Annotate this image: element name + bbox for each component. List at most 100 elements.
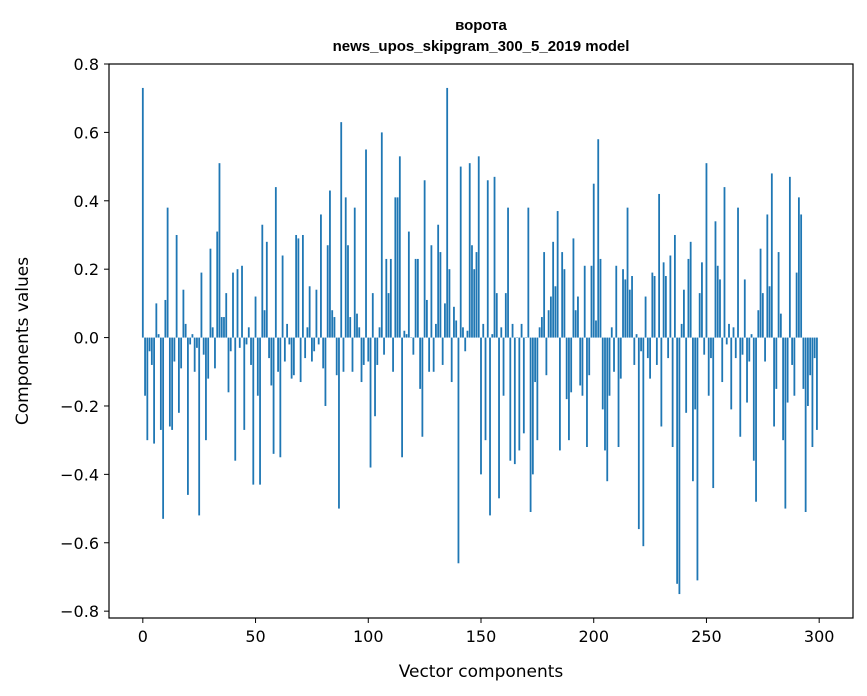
bar bbox=[655, 337, 658, 365]
bar bbox=[604, 337, 606, 451]
x-tick-label: 50 bbox=[245, 627, 265, 646]
bar bbox=[292, 337, 295, 376]
bar bbox=[719, 279, 721, 338]
bar bbox=[265, 241, 268, 338]
bar bbox=[320, 214, 322, 338]
bar bbox=[746, 337, 748, 403]
bar bbox=[177, 337, 180, 413]
bar bbox=[520, 323, 523, 338]
bar bbox=[664, 276, 667, 338]
bar bbox=[712, 337, 715, 489]
bar bbox=[703, 337, 706, 355]
bar bbox=[795, 272, 798, 338]
chart-title: ворота news_upos_skipgram_300_5_2019 mod… bbox=[333, 17, 630, 55]
bar bbox=[811, 337, 814, 448]
bar bbox=[683, 289, 685, 338]
bar bbox=[588, 337, 591, 376]
bar bbox=[211, 327, 214, 338]
bar bbox=[259, 337, 261, 485]
x-tick-label: 100 bbox=[353, 627, 384, 646]
bar bbox=[374, 337, 376, 417]
bar bbox=[495, 293, 498, 338]
y-tick-label: 0.6 bbox=[74, 123, 99, 142]
bar bbox=[701, 262, 703, 338]
bar bbox=[306, 327, 309, 338]
bar bbox=[365, 149, 367, 338]
x-axis-label: Vector components bbox=[399, 662, 564, 682]
bar bbox=[281, 255, 284, 338]
bar bbox=[743, 279, 746, 338]
bar bbox=[234, 337, 237, 461]
bar bbox=[146, 337, 149, 441]
bar bbox=[168, 337, 171, 427]
bar bbox=[311, 337, 313, 362]
x-tick-label: 300 bbox=[804, 627, 835, 646]
bar bbox=[394, 197, 397, 338]
bar bbox=[414, 258, 417, 338]
bar bbox=[764, 337, 766, 362]
bar bbox=[482, 323, 485, 338]
bar bbox=[324, 337, 327, 406]
bar bbox=[335, 337, 338, 376]
bar bbox=[581, 337, 584, 396]
bar bbox=[705, 163, 708, 338]
bar bbox=[448, 269, 451, 338]
bar bbox=[200, 272, 203, 338]
bar bbox=[631, 276, 633, 338]
bar bbox=[484, 337, 487, 441]
bar bbox=[610, 327, 613, 338]
bar bbox=[441, 337, 444, 365]
bar bbox=[549, 296, 552, 338]
bar bbox=[344, 197, 347, 338]
bar bbox=[518, 337, 521, 451]
bar bbox=[489, 337, 491, 516]
bar bbox=[308, 286, 311, 338]
bar bbox=[500, 327, 503, 338]
bar bbox=[597, 139, 600, 338]
bar bbox=[509, 337, 512, 461]
bar bbox=[159, 337, 162, 430]
x-tick-label: 250 bbox=[691, 627, 722, 646]
bar bbox=[559, 337, 561, 451]
bar bbox=[272, 337, 275, 454]
bar bbox=[171, 337, 174, 430]
bar bbox=[150, 337, 153, 365]
bar bbox=[493, 176, 496, 338]
bar bbox=[446, 87, 449, 338]
bar bbox=[646, 337, 649, 359]
bar bbox=[491, 334, 494, 338]
bar bbox=[651, 272, 654, 338]
bar bbox=[416, 258, 419, 338]
bar bbox=[261, 224, 264, 338]
bar bbox=[396, 197, 399, 338]
y-axis: −0.8 −0.6 −0.4 −0.2 0.0 0.2 0.4 0.6 0.8 bbox=[60, 55, 109, 621]
bar bbox=[613, 337, 615, 372]
bar bbox=[761, 293, 764, 338]
bar bbox=[243, 337, 246, 430]
bar bbox=[538, 327, 541, 338]
bar bbox=[534, 337, 537, 383]
bar bbox=[315, 289, 318, 338]
bar bbox=[797, 197, 800, 338]
bar bbox=[759, 248, 762, 338]
bar bbox=[687, 258, 690, 338]
bar bbox=[730, 337, 733, 410]
bar bbox=[428, 337, 431, 372]
bar bbox=[768, 286, 771, 338]
bar bbox=[565, 337, 568, 400]
bar bbox=[347, 245, 349, 338]
bar bbox=[741, 337, 744, 355]
bar bbox=[148, 337, 151, 352]
bar bbox=[155, 303, 158, 338]
bar bbox=[250, 337, 252, 365]
x-tick-label: 150 bbox=[466, 627, 497, 646]
bar bbox=[737, 207, 739, 338]
bar bbox=[680, 323, 683, 338]
bar bbox=[570, 337, 573, 393]
bar bbox=[322, 337, 325, 369]
bar bbox=[164, 299, 167, 338]
bar bbox=[380, 132, 383, 338]
bar bbox=[453, 306, 455, 338]
bar bbox=[462, 327, 464, 338]
bar bbox=[367, 337, 370, 362]
